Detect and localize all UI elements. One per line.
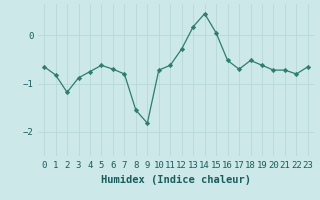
X-axis label: Humidex (Indice chaleur): Humidex (Indice chaleur) <box>101 175 251 185</box>
